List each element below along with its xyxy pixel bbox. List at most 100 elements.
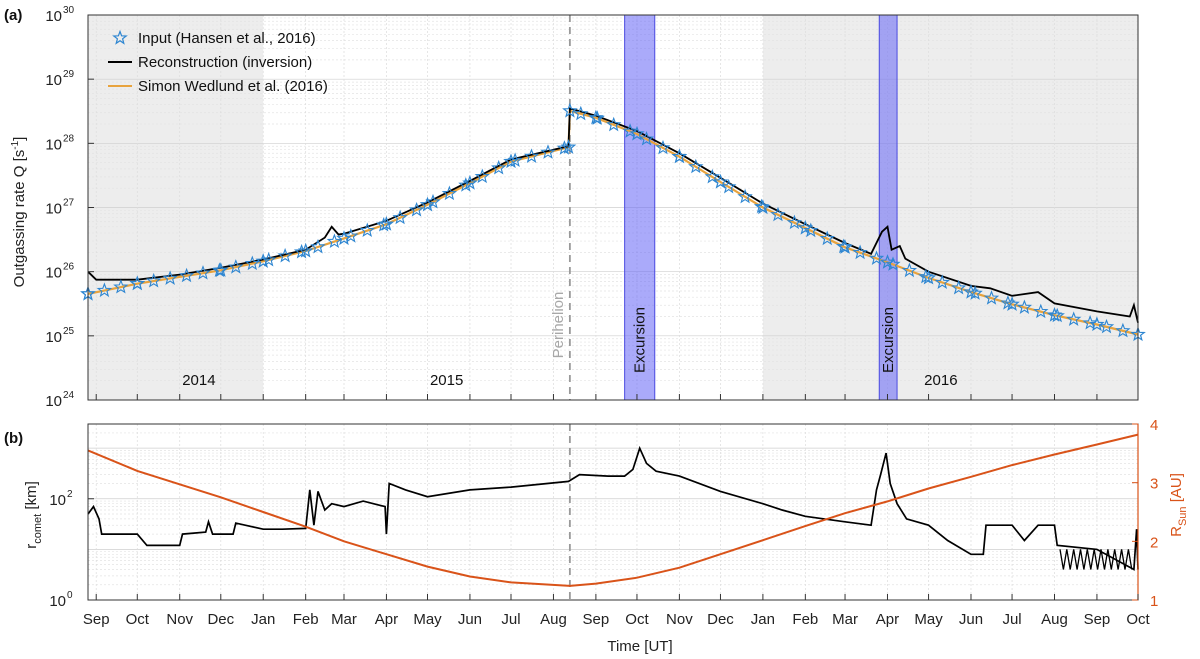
x-tick-label-mar: Mar	[331, 611, 357, 628]
legend-label-2: Simon Wedlund et al. (2016)	[138, 78, 328, 95]
input-star-marker	[1115, 322, 1131, 338]
input-star-marker	[343, 228, 359, 243]
panel-a-input-markers	[80, 102, 1146, 342]
input-star-marker	[441, 185, 458, 201]
x-tick-label-oct: Oct	[1126, 611, 1150, 628]
x-tick-label-sep: Sep	[83, 611, 110, 628]
panel-a-label: (a)	[4, 7, 22, 24]
panel-b-right-axis-label: RSun [AU]	[1168, 473, 1189, 537]
panel-a-year-labels: 2014 2015 2016	[182, 372, 957, 389]
input-star-marker	[375, 217, 392, 232]
legend-swatch-input	[112, 29, 128, 45]
x-tick-label-nov: Nov	[666, 611, 693, 628]
series-line-r-sun	[87, 433, 1139, 587]
x-tick-label-jul: Jul	[501, 611, 520, 628]
panel-b-right-tick-label: 1	[1150, 593, 1158, 610]
x-tick-label-may: May	[914, 611, 943, 628]
panel-a-y-axis-label: Outgassing rate Q [s-1]	[10, 137, 28, 288]
x-tick-label-jun: Jun	[458, 611, 482, 628]
input-star-marker	[293, 243, 310, 259]
x-tick-label-mar: Mar	[832, 611, 858, 628]
panel-b-label: (b)	[4, 430, 23, 447]
input-star-marker	[934, 274, 950, 289]
excursion-label-1: Excursion	[880, 307, 897, 373]
input-star-marker	[425, 193, 441, 209]
input-star-marker	[228, 259, 244, 274]
x-tick-label-oct: Oct	[625, 611, 649, 628]
panel-a-y-tick-label: 10	[45, 136, 62, 153]
input-star-marker	[573, 105, 589, 121]
x-tick-label-may: May	[413, 611, 442, 628]
input-star-marker-21	[963, 283, 979, 299]
input-star-marker	[540, 144, 556, 159]
input-star-marker	[737, 188, 753, 204]
panel-a-y-tick-exponent: 28	[63, 133, 75, 144]
x-tick-label-sep: Sep	[583, 611, 610, 628]
input-star-marker	[852, 244, 868, 260]
input-star-marker	[474, 168, 490, 184]
input-star-marker	[260, 251, 277, 267]
input-star-marker	[162, 270, 178, 285]
input-star-marker	[753, 198, 770, 214]
input-star-marker	[704, 168, 720, 184]
input-star-marker-5	[336, 230, 352, 246]
input-star-marker	[655, 139, 671, 155]
panel-a-outgassing-rate: Excursion Excursion Perihelion 2014 2015 20…	[4, 5, 1146, 410]
input-star-marker	[1033, 303, 1049, 319]
x-tick-label-jul: Jul	[1002, 611, 1021, 628]
input-star-marker	[491, 159, 507, 175]
panel-b-axes	[87, 423, 1139, 601]
input-star-marker	[770, 206, 786, 222]
panel-a-y-tick-label: 10	[45, 393, 62, 410]
panel-a-y-tick-exponent: 25	[63, 326, 75, 337]
input-star-marker	[868, 250, 885, 265]
input-star-marker	[671, 148, 688, 164]
input-star-marker	[1065, 311, 1082, 326]
input-star-marker	[721, 178, 737, 194]
x-tick-label-jan: Jan	[251, 611, 275, 628]
panel-a-y-tick-label: 10	[45, 72, 62, 89]
input-star-marker	[310, 238, 326, 254]
x-tick-label-dec: Dec	[207, 611, 234, 628]
x-tick-label-feb: Feb	[293, 611, 319, 628]
x-tick-label-sep: Sep	[1084, 611, 1111, 628]
input-star-marker	[129, 275, 146, 291]
input-star-marker	[458, 177, 474, 192]
panel-b-right-tick-labels: 1 2 3 4	[1150, 417, 1158, 610]
panel-b-left-tick-label: 10	[49, 492, 66, 509]
panel-b-left-axis-label: rcomet [km]	[23, 481, 44, 548]
input-star-marker	[211, 262, 228, 278]
panel-a-y-tick-label: 10	[45, 329, 62, 346]
input-star-marker	[113, 279, 129, 294]
panel-a-perihelion-line: Perihelion	[550, 15, 571, 400]
input-star-marker-4	[297, 242, 314, 258]
panel-b-left-tick-exponent: 0	[67, 590, 73, 601]
r-comet-oscillation	[1059, 549, 1133, 570]
input-star-marker	[392, 209, 408, 225]
year-label-2016: 2016	[924, 372, 957, 389]
input-star-marker-10	[560, 138, 577, 154]
input-star-marker	[146, 272, 162, 288]
legend-label-1: Reconstruction (inversion)	[138, 54, 312, 71]
input-star-marker	[1000, 295, 1016, 310]
input-star-marker	[967, 285, 983, 300]
input-star-marker	[622, 123, 638, 138]
panel-a-y-tick-label: 10	[45, 201, 62, 218]
series-line-reconstruction-inversion-	[87, 107, 1139, 323]
series-line-r-comet	[87, 445, 1139, 571]
input-star-marker	[918, 268, 934, 284]
input-star-marker	[244, 255, 260, 271]
input-star-marker	[408, 201, 425, 217]
excursion-label-0: Excursion	[632, 307, 649, 373]
x-tick-label-nov: Nov	[166, 611, 193, 628]
input-star-marker	[605, 116, 622, 132]
panel-a-excursion-bands: Excursion Excursion	[624, 14, 898, 401]
panel-b-left-tick-exponent: 2	[67, 489, 73, 500]
input-star-marker	[1016, 299, 1033, 314]
input-star-marker	[589, 110, 605, 125]
legend-label-0: Input (Hansen et al., 2016)	[138, 30, 316, 47]
panel-a-y-tick-label: 10	[45, 265, 62, 282]
input-star-marker	[96, 282, 113, 298]
